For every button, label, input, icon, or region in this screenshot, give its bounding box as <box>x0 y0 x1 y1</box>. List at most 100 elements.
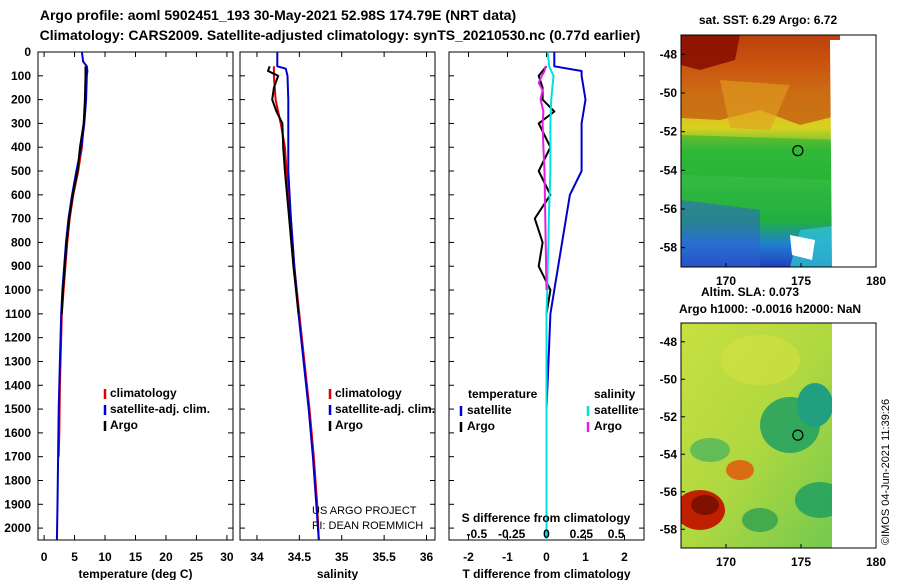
depth-tick-label: 1800 <box>4 473 31 487</box>
x-tick-label: 35.5 <box>372 550 396 564</box>
argo-position-marker <box>792 145 804 157</box>
legend-label: satellite-adj. clim. <box>335 402 435 416</box>
header-line-1: Argo profile: aoml 5902451_193 30-May-20… <box>40 7 516 23</box>
map-y-tick-label: -48 <box>660 335 678 349</box>
map-y-tick-label: -48 <box>660 47 678 61</box>
x-tick-label: 0 <box>41 550 48 564</box>
sst-map-frame <box>680 34 877 268</box>
legend-label: satellite <box>467 403 512 417</box>
x-tick-label: -2 <box>463 550 474 564</box>
depth-tick-label: 1400 <box>4 378 31 392</box>
salinity-diff-tick-label: 0 <box>543 527 550 541</box>
difference-title: S difference from climatology <box>462 511 631 525</box>
x-tick-label: 15 <box>129 550 143 564</box>
legend-label: Argo <box>110 418 138 432</box>
depth-tick-label: 1900 <box>4 497 31 511</box>
imos-timestamp: ©IMOS 04-Jun-2021 11:39:26 <box>880 399 892 545</box>
legend-label: satellite <box>594 403 639 417</box>
legend-label: Argo <box>594 419 622 433</box>
x-tick-label: 20 <box>159 550 173 564</box>
legend-title-temperature: temperature <box>468 387 538 401</box>
map-x-tick-label: 180 <box>866 555 886 569</box>
map-y-tick-label: -54 <box>660 163 678 177</box>
legend-title-salinity: salinity <box>594 387 636 401</box>
series-line-s-argo <box>537 66 548 291</box>
salinity-diff-tick-label: 0.25 <box>570 527 594 541</box>
x-tick-label: 5 <box>71 550 78 564</box>
depth-tick-label: 1600 <box>4 426 31 440</box>
salinity-panel-frame <box>239 51 436 541</box>
argo-position-marker <box>792 429 804 441</box>
x-tick-label: 0 <box>543 550 550 564</box>
map-x-tick-label: 175 <box>791 274 811 288</box>
sst-map-title: sat. SST: 6.29 Argo: 6.72 <box>699 13 838 27</box>
depth-tick-label: 800 <box>11 235 31 249</box>
salinity-diff-tick-label: -0.25 <box>498 527 526 541</box>
legend-label: Argo <box>467 419 495 433</box>
series-line-climatology <box>272 66 320 541</box>
map-x-tick-label: 180 <box>866 274 886 288</box>
map-y-tick-label: -58 <box>660 522 678 536</box>
depth-tick-label: 900 <box>11 259 31 273</box>
temperature-panel-frame <box>37 51 234 541</box>
depth-tick-label: 1100 <box>5 307 31 321</box>
x-tick-label: 25 <box>190 550 204 564</box>
legend-label: climatology <box>110 386 177 400</box>
x-tick-label: -1 <box>502 550 513 564</box>
sla-map-frame <box>680 322 877 549</box>
sla-map-subtitle: Argo h1000: -0.0016 h2000: NaN <box>679 302 861 316</box>
credit-pi: PI: DEAN ROEMMICH <box>312 520 423 532</box>
header-line-2: Climatology: CARS2009. Satellite-adjuste… <box>40 27 641 43</box>
map-y-tick-label: -50 <box>660 372 678 386</box>
depth-tick-label: 1700 <box>4 450 31 464</box>
series-line-argo <box>267 65 300 315</box>
map-y-tick-label: -56 <box>660 202 678 216</box>
series-line-satellite-adj-clim- <box>276 52 320 541</box>
series-line-argo <box>60 66 87 314</box>
salinity-diff-tick-label: 0.5 <box>608 527 625 541</box>
map-y-tick-label: -52 <box>660 125 678 139</box>
series-line-t-satellite <box>545 52 587 540</box>
map-y-tick-label: -54 <box>660 447 678 461</box>
x-tick-label: 36 <box>420 550 434 564</box>
x-tick-label: 2 <box>621 550 628 564</box>
salinity-diff-tick-label: -0.5 <box>467 527 488 541</box>
depth-tick-label: 1300 <box>4 354 31 368</box>
difference-chart: -2 -1 0 1 2 T difference from climatology S di… <box>449 51 644 580</box>
x-tick-label: 10 <box>98 550 112 564</box>
depth-tick-label: 500 <box>11 164 31 178</box>
map-y-tick-label: -50 <box>660 86 678 100</box>
depth-tick-label: 0 <box>24 45 31 59</box>
sst-map: 170 175 180 -48 -50 -52 -54 -56 -58 <box>660 47 887 288</box>
legend-label: satellite-adj. clim. <box>110 402 210 416</box>
legend-label: Argo <box>335 418 363 432</box>
depth-tick-label: 400 <box>11 140 31 154</box>
legend-label: climatology <box>335 386 402 400</box>
depth-tick-label: 1500 <box>4 402 31 416</box>
temperature-chart: 0 5 10 15 20 25 30 temperature (deg C) climatolo… <box>38 51 234 580</box>
series-line-s-satellite <box>545 51 555 540</box>
map-y-tick-label: -56 <box>660 485 678 499</box>
x-axis-label: T difference from climatology <box>462 567 630 580</box>
x-tick-label: 34.5 <box>288 550 312 564</box>
sla-map-image <box>681 323 840 548</box>
depth-tick-label: 300 <box>11 116 31 130</box>
x-tick-label: 30 <box>220 550 234 564</box>
depth-tick-label: 100 <box>11 69 31 83</box>
sla-map-title: Altim. SLA: 0.073 <box>701 285 799 299</box>
x-axis-label: temperature (deg C) <box>78 567 192 580</box>
map-y-tick-label: -52 <box>660 410 678 424</box>
map-x-tick-label: 175 <box>791 555 811 569</box>
map-y-tick-label: -58 <box>660 241 678 255</box>
salinity-chart: 34 34.5 35 35.5 36 salinity climatology satelli… <box>240 51 435 580</box>
map-x-tick-label: 170 <box>716 274 736 288</box>
map-x-tick-label: 170 <box>716 555 736 569</box>
depth-tick-label: 1200 <box>4 331 31 345</box>
x-tick-label: 35 <box>335 550 349 564</box>
sst-map-image <box>681 35 840 267</box>
depth-tick-label: 600 <box>11 188 31 202</box>
depth-tick-label: 200 <box>11 93 31 107</box>
depth-axis: 0 100 200 300 400 500 600 700 800 900 1000 1100 1200… <box>4 45 31 535</box>
depth-tick-label: 1000 <box>4 283 31 297</box>
